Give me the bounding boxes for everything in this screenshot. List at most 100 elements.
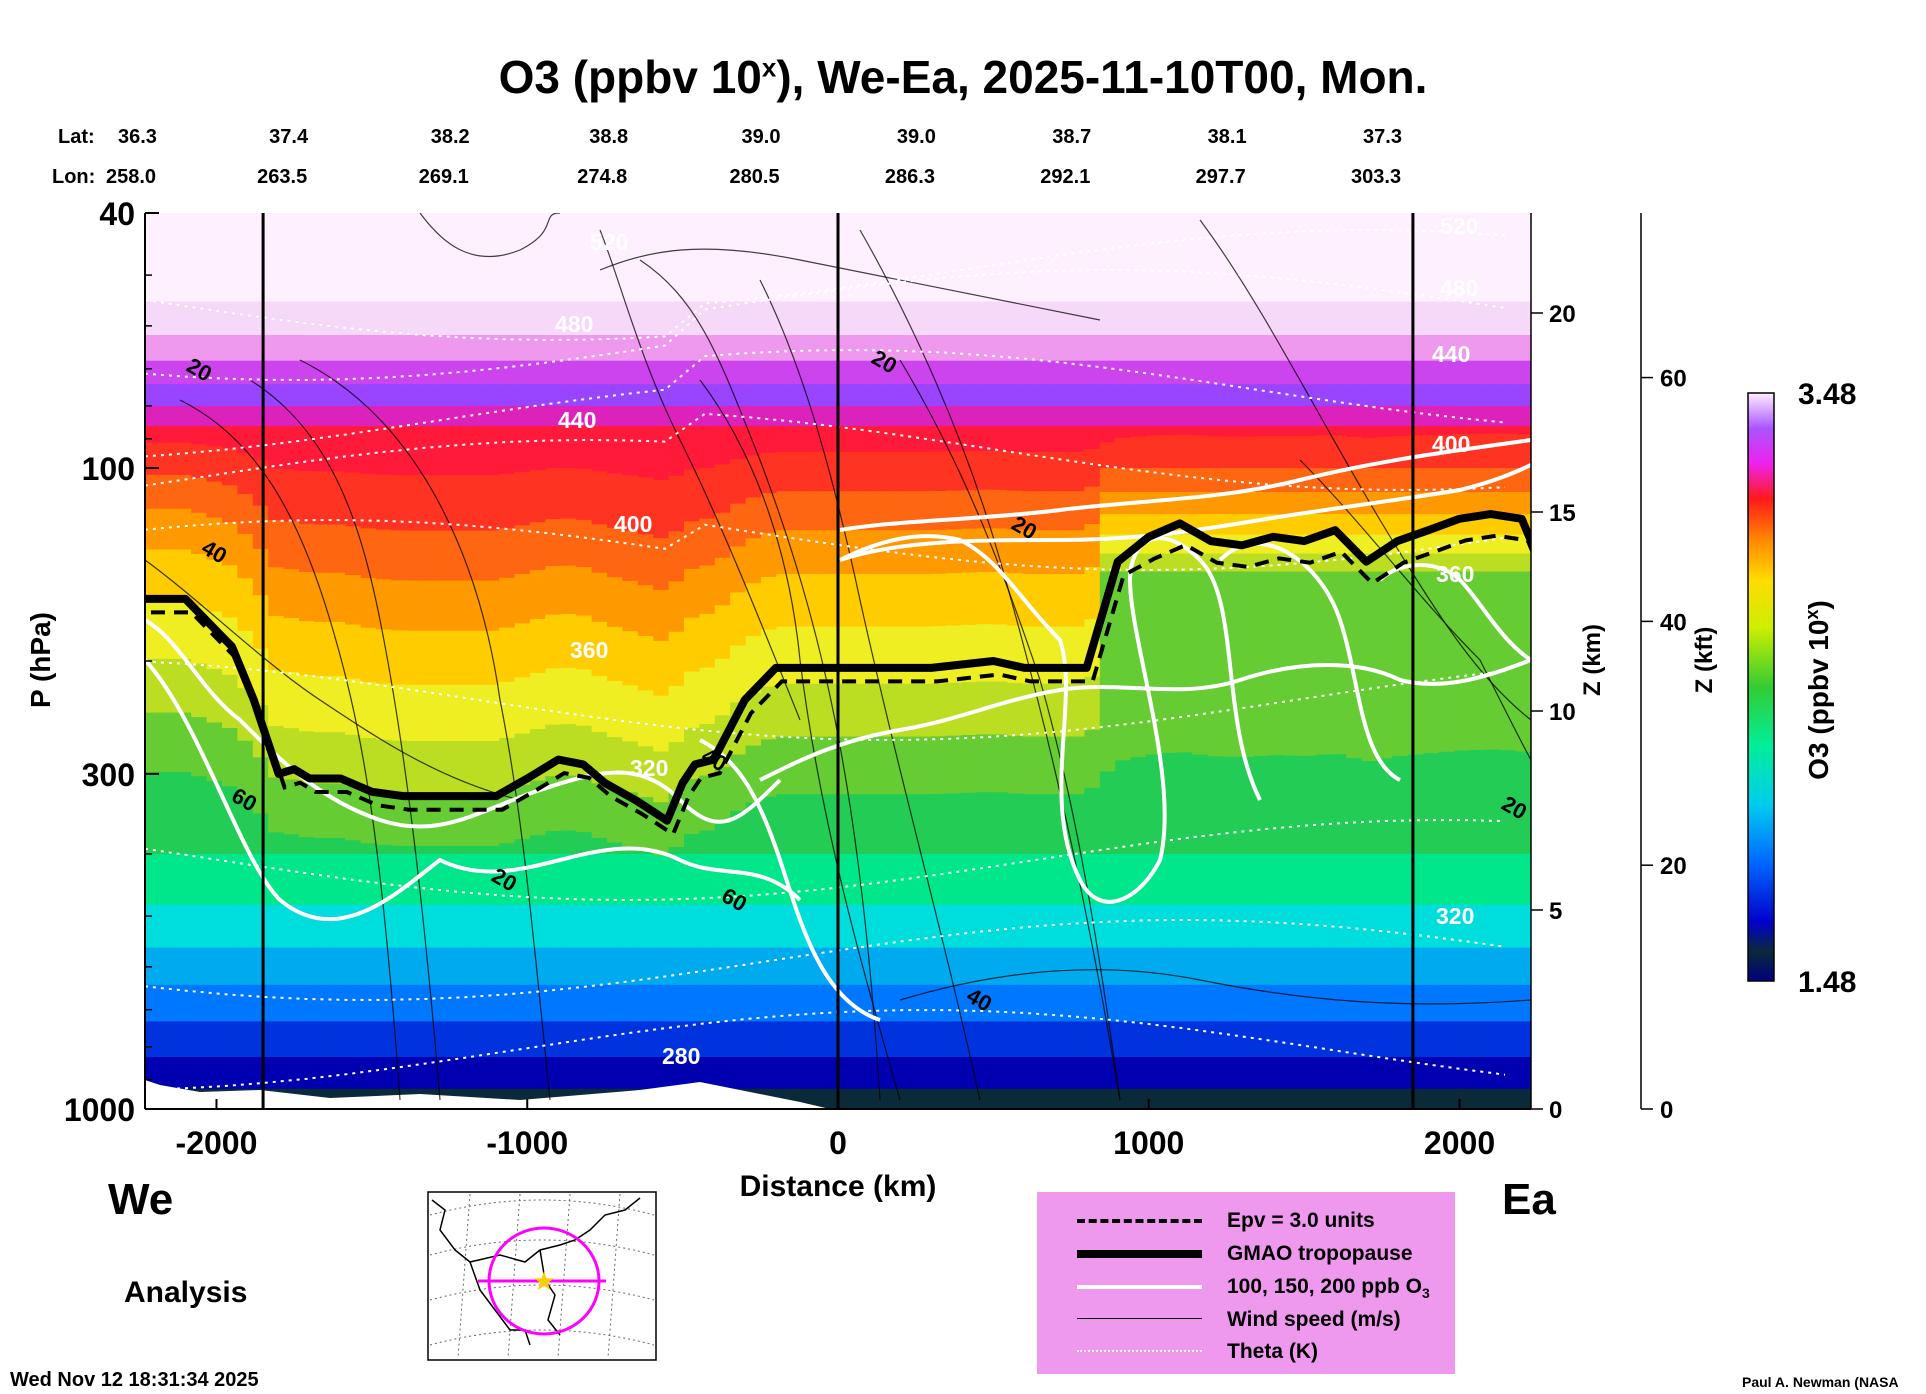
ozone-cell [1484,360,1501,385]
ozone-cell [1238,853,1255,906]
ozone-cell [776,301,793,336]
lon-label: Lon: [52,166,96,188]
chart-title: O3 (ppbv 10x), We-Ea, 2025-11-10T00, Mon… [498,51,1428,103]
ozone-cell [453,630,470,686]
ozone-cell [1238,335,1255,362]
ozone-cell [1115,1021,1132,1058]
z-km-axis-title: Z (km) [1579,624,1606,696]
ozone-cell [1469,335,1486,362]
ozone-cell [1161,947,1178,986]
ozone-cell [1284,1021,1301,1058]
ozone-cell [945,426,962,453]
ozone-cell [591,984,608,1023]
ozone-cell [1377,853,1394,906]
ozone-cell [745,693,762,747]
ozone-cell [607,853,624,906]
ozone-cell [607,301,624,336]
ozone-cell [1130,514,1147,536]
ozone-cell [1330,360,1347,385]
ozone-cell [1315,360,1332,385]
ozone-cell [406,1057,423,1090]
ozone-cell [422,984,439,1023]
ozone-cell [560,947,577,986]
ozone-cell [576,567,593,617]
ozone-cell [175,360,192,385]
ozone-cell [668,847,685,855]
ozone-cell [1469,360,1486,385]
ozone-cell [1022,360,1039,385]
z-km-tick-label: 20 [1549,301,1576,328]
y-tick-label: 100 [82,451,135,487]
ozone-cell [1500,213,1517,303]
ozone-cell [437,301,454,336]
ozone-cell [930,426,947,453]
ozone-cell [791,574,808,628]
ozone-cell [822,213,839,303]
ozone-cell [1253,405,1270,427]
ozone-cell [1315,426,1332,437]
ozone-cell [884,1021,901,1058]
ozone-cell [684,469,701,523]
ozone-cell [822,683,839,738]
ozone-cell [1253,384,1270,407]
ozone-cell [607,681,624,738]
ozone-cell [545,301,562,336]
ozone-cell [899,530,916,575]
ozone-cell [1284,492,1301,515]
ozone-cell [653,426,670,481]
ozone-cell [591,301,608,336]
ozone-cell [514,360,531,385]
ozone-cell [191,853,208,906]
ozone-cell [1038,626,1055,685]
ozone-cell [376,984,393,1023]
ozone-cell [1207,853,1224,906]
ozone-cell [345,575,362,626]
ozone-cell [1284,984,1301,1023]
ozone-cell [1192,1088,1209,1109]
ozone-cell [838,405,855,427]
ozone-cell [160,508,177,551]
ozone-cell [1346,492,1363,515]
ozone-cell [1007,213,1024,303]
ozone-cell [776,405,793,427]
ozone-cell [776,360,793,385]
ozone-cell [191,301,208,336]
ozone-cell [976,792,993,855]
ozone-cell [607,1021,624,1058]
ozone-cell [206,384,223,407]
ozone-cell [622,631,639,687]
ozone-cell [1007,405,1024,427]
ozone-cell [838,301,855,336]
ozone-cell [699,565,716,615]
ozone-cell [961,213,978,303]
ozone-cell [1130,1021,1147,1058]
ozone-cell [1115,853,1132,906]
ozone-cell [1115,213,1132,303]
ozone-cell [884,853,901,906]
ozone-cell [1223,301,1240,336]
ozone-cell [345,405,362,427]
ozone-cell [899,574,916,628]
ozone-cell [1176,853,1193,906]
ozone-cell [545,1021,562,1058]
ozone-cell [391,740,408,793]
ozone-cell [1346,984,1363,1023]
ozone-cell [1438,213,1455,303]
ozone-cell [1515,1021,1531,1058]
ozone-cell [1115,947,1132,986]
ozone-cell [915,360,932,385]
ozone-cell [1269,426,1286,437]
z-kft-tick-label: 20 [1660,853,1687,880]
ozone-cell [868,947,885,986]
ozone-cell [206,301,223,336]
ozone-cell [483,684,500,742]
ozone-cell [314,405,331,427]
ozone-cell [607,405,624,427]
ozone-cell [714,605,731,660]
ozone-cell [299,782,316,838]
ozone-cell [329,676,346,733]
ozone-cell [145,601,162,660]
ozone-cell [622,853,639,906]
ozone-cell [1330,1057,1347,1090]
ozone-cell [992,426,1009,452]
